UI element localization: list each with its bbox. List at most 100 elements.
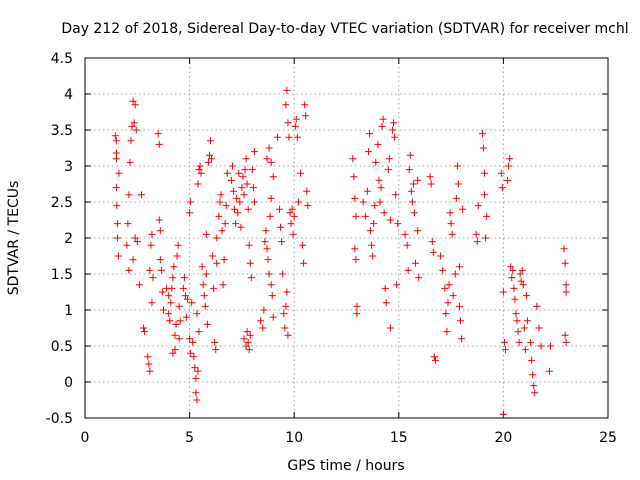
data-point xyxy=(234,209,242,217)
data-point xyxy=(499,288,507,296)
x-tick-label: 20 xyxy=(494,430,512,446)
data-point xyxy=(294,198,302,206)
data-point xyxy=(296,169,304,177)
data-point xyxy=(184,295,192,303)
data-point xyxy=(390,119,398,127)
y-tick-label: 0.5 xyxy=(51,339,73,355)
data-point xyxy=(439,266,447,274)
data-point xyxy=(131,234,139,242)
y-tick-label: 1.5 xyxy=(51,267,73,283)
data-point xyxy=(266,212,274,220)
x-tick-label: 10 xyxy=(285,430,303,446)
data-point xyxy=(409,180,417,188)
data-point xyxy=(180,274,188,282)
data-point xyxy=(404,266,412,274)
data-point xyxy=(242,342,250,350)
data-point xyxy=(155,216,163,224)
axis-ticks: 0 5 10 15 20 25 -0.5 0 0.5 1 1.5 2 2.5 3 3.5 4 4.5 xyxy=(46,51,617,446)
data-point xyxy=(141,328,149,336)
data-point xyxy=(165,292,173,300)
data-point xyxy=(426,173,434,181)
data-point xyxy=(227,176,235,184)
data-point xyxy=(196,162,204,170)
data-point xyxy=(449,292,457,300)
data-point xyxy=(290,212,298,220)
data-point xyxy=(247,274,255,282)
data-point xyxy=(155,140,163,148)
data-point xyxy=(242,155,250,163)
data-point xyxy=(289,230,297,238)
data-point xyxy=(454,180,462,188)
data-point xyxy=(204,158,212,166)
data-point xyxy=(145,360,153,368)
data-point xyxy=(181,292,189,300)
data-point xyxy=(393,281,401,289)
data-point xyxy=(368,241,376,249)
data-point xyxy=(113,234,121,242)
data-point xyxy=(257,317,265,325)
data-point xyxy=(384,166,392,174)
data-point xyxy=(369,252,377,260)
y-tick-label: 1 xyxy=(64,303,73,319)
chart-title: Day 212 of 2018, Sidereal Day-to-day VTE… xyxy=(61,21,628,37)
data-point xyxy=(431,356,439,364)
data-point xyxy=(429,248,437,256)
data-point xyxy=(367,227,375,235)
data-point xyxy=(205,151,213,159)
data-point xyxy=(148,299,156,307)
data-point xyxy=(244,205,252,213)
data-point xyxy=(359,198,367,206)
data-point xyxy=(530,382,538,390)
data-point xyxy=(366,130,374,138)
data-point xyxy=(518,266,526,274)
data-point xyxy=(210,284,218,292)
data-point xyxy=(130,119,138,127)
data-point xyxy=(561,331,569,339)
data-point xyxy=(472,230,480,238)
data-point xyxy=(124,220,132,228)
data-point xyxy=(259,324,267,332)
data-point xyxy=(527,338,535,346)
x-axis-label: GPS time / hours xyxy=(287,458,404,474)
data-point xyxy=(243,180,251,188)
data-point xyxy=(166,317,174,325)
data-point xyxy=(391,133,399,141)
data-point xyxy=(414,227,422,235)
data-point xyxy=(407,187,415,195)
data-point xyxy=(111,132,119,140)
data-point xyxy=(186,209,194,217)
data-point xyxy=(403,241,411,249)
data-point xyxy=(511,295,519,303)
data-point xyxy=(189,338,197,346)
data-point xyxy=(455,263,463,271)
y-tick-label: 0 xyxy=(64,375,73,391)
data-point xyxy=(380,209,388,217)
data-point xyxy=(371,202,379,210)
data-point xyxy=(115,169,123,177)
data-point xyxy=(250,148,258,156)
data-point xyxy=(533,302,541,310)
data-point xyxy=(480,144,488,152)
data-point xyxy=(264,256,272,264)
data-point xyxy=(228,162,236,170)
data-point xyxy=(352,256,360,264)
data-point xyxy=(186,335,194,343)
data-point xyxy=(482,234,490,242)
data-point xyxy=(282,101,290,109)
data-point xyxy=(443,328,451,336)
data-point xyxy=(522,292,530,300)
data-point xyxy=(285,133,293,141)
data-point xyxy=(236,198,244,206)
data-point xyxy=(375,176,383,184)
data-point xyxy=(444,299,452,307)
data-point xyxy=(182,313,190,321)
data-point xyxy=(187,349,195,357)
data-point xyxy=(483,212,491,220)
data-point xyxy=(112,149,120,157)
data-point xyxy=(123,241,131,249)
data-point xyxy=(192,389,200,397)
data-point xyxy=(132,126,140,134)
data-point xyxy=(232,220,240,228)
data-point xyxy=(244,338,252,346)
